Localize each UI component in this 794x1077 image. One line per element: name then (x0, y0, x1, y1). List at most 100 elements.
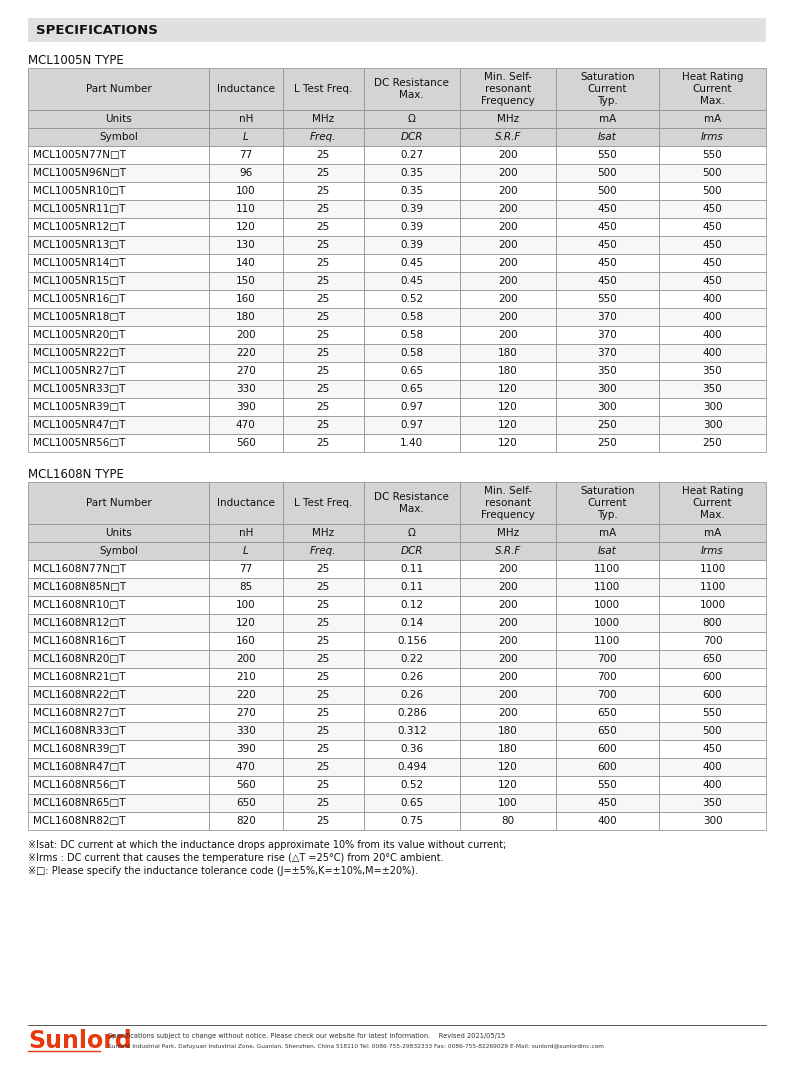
Text: 0.12: 0.12 (400, 600, 423, 610)
Bar (364, 686, 460, 704)
Text: 550: 550 (703, 150, 723, 160)
Text: 160: 160 (236, 637, 256, 646)
Text: 25: 25 (317, 582, 330, 592)
Text: MHz: MHz (312, 528, 334, 538)
Text: 25: 25 (317, 186, 330, 196)
Bar (283, 632, 364, 651)
Text: Freq.: Freq. (310, 132, 337, 142)
Text: 600: 600 (703, 672, 723, 682)
Text: 0.58: 0.58 (400, 312, 423, 322)
Bar (209, 578, 283, 596)
Text: mA: mA (599, 114, 616, 124)
Bar (364, 560, 460, 578)
Bar (209, 344, 283, 362)
Bar (364, 596, 460, 614)
Text: 0.97: 0.97 (400, 420, 423, 430)
Text: 0.156: 0.156 (397, 637, 426, 646)
Bar (556, 362, 659, 380)
Text: 700: 700 (703, 637, 723, 646)
Text: 120: 120 (236, 618, 256, 628)
Bar (28, 308, 209, 326)
Text: 400: 400 (703, 348, 723, 358)
Bar (209, 524, 283, 542)
Text: 96: 96 (239, 168, 252, 178)
Text: MCL1608NR47□T: MCL1608NR47□T (33, 763, 125, 772)
Bar (556, 812, 659, 830)
Text: 450: 450 (597, 240, 617, 250)
Bar (28, 668, 209, 686)
Text: 500: 500 (703, 726, 723, 736)
Bar (556, 614, 659, 632)
Text: 1100: 1100 (594, 637, 620, 646)
Text: Min. Self-
resonant
Frequency: Min. Self- resonant Frequency (481, 487, 534, 519)
Text: 450: 450 (597, 276, 617, 286)
Text: 600: 600 (703, 690, 723, 700)
Text: 450: 450 (597, 204, 617, 214)
Text: 200: 200 (498, 654, 518, 665)
Text: 500: 500 (598, 168, 617, 178)
Bar (283, 68, 364, 110)
Text: 550: 550 (703, 708, 723, 718)
Text: 390: 390 (236, 744, 256, 754)
Text: MCL1608NR82□T: MCL1608NR82□T (33, 816, 125, 826)
Text: 300: 300 (703, 402, 723, 412)
Bar (460, 200, 556, 218)
Text: 120: 120 (498, 384, 518, 394)
Bar (283, 290, 364, 308)
Bar (556, 164, 659, 182)
Text: MCL1608NR21□T: MCL1608NR21□T (33, 672, 125, 682)
Bar (659, 722, 766, 740)
Bar (209, 758, 283, 777)
Text: Freq.: Freq. (310, 546, 337, 556)
Bar (659, 416, 766, 434)
Text: 270: 270 (236, 366, 256, 376)
Bar (28, 560, 209, 578)
Text: 120: 120 (498, 438, 518, 448)
Text: MCL1005NR10□T: MCL1005NR10□T (33, 186, 125, 196)
Bar (28, 254, 209, 272)
Text: 300: 300 (703, 420, 723, 430)
Bar (659, 398, 766, 416)
Text: MCL1608N TYPE: MCL1608N TYPE (28, 468, 124, 481)
Text: 1100: 1100 (700, 582, 726, 592)
Text: 0.14: 0.14 (400, 618, 423, 628)
Bar (556, 344, 659, 362)
Text: MCL1005NR16□T: MCL1005NR16□T (33, 294, 125, 304)
Text: 350: 350 (597, 366, 617, 376)
Bar (556, 218, 659, 236)
Text: L: L (243, 546, 249, 556)
Text: SPECIFICATIONS: SPECIFICATIONS (36, 24, 158, 37)
Text: MCL1608NR27□T: MCL1608NR27□T (33, 708, 125, 718)
Text: 0.39: 0.39 (400, 204, 423, 214)
Bar (283, 218, 364, 236)
Text: 400: 400 (598, 816, 617, 826)
Text: nH: nH (238, 114, 253, 124)
Bar (209, 362, 283, 380)
Bar (460, 482, 556, 524)
Text: 210: 210 (236, 672, 256, 682)
Text: 200: 200 (498, 672, 518, 682)
Bar (283, 308, 364, 326)
Text: 470: 470 (236, 763, 256, 772)
Text: 350: 350 (703, 798, 723, 808)
Text: 450: 450 (597, 798, 617, 808)
Bar (364, 542, 460, 560)
Text: 220: 220 (236, 348, 256, 358)
Bar (364, 777, 460, 794)
Text: 700: 700 (598, 672, 617, 682)
Text: Saturation
Current
Typ.: Saturation Current Typ. (580, 72, 634, 106)
Text: 0.52: 0.52 (400, 294, 423, 304)
Text: MCL1608NR20□T: MCL1608NR20□T (33, 654, 125, 665)
Bar (28, 686, 209, 704)
Text: L: L (243, 132, 249, 142)
Bar (364, 651, 460, 668)
Text: mA: mA (599, 528, 616, 538)
Text: 25: 25 (317, 222, 330, 232)
Bar (364, 758, 460, 777)
Bar (28, 777, 209, 794)
Bar (28, 632, 209, 651)
Bar (209, 794, 283, 812)
Bar (659, 812, 766, 830)
Bar (460, 344, 556, 362)
Text: 25: 25 (317, 726, 330, 736)
